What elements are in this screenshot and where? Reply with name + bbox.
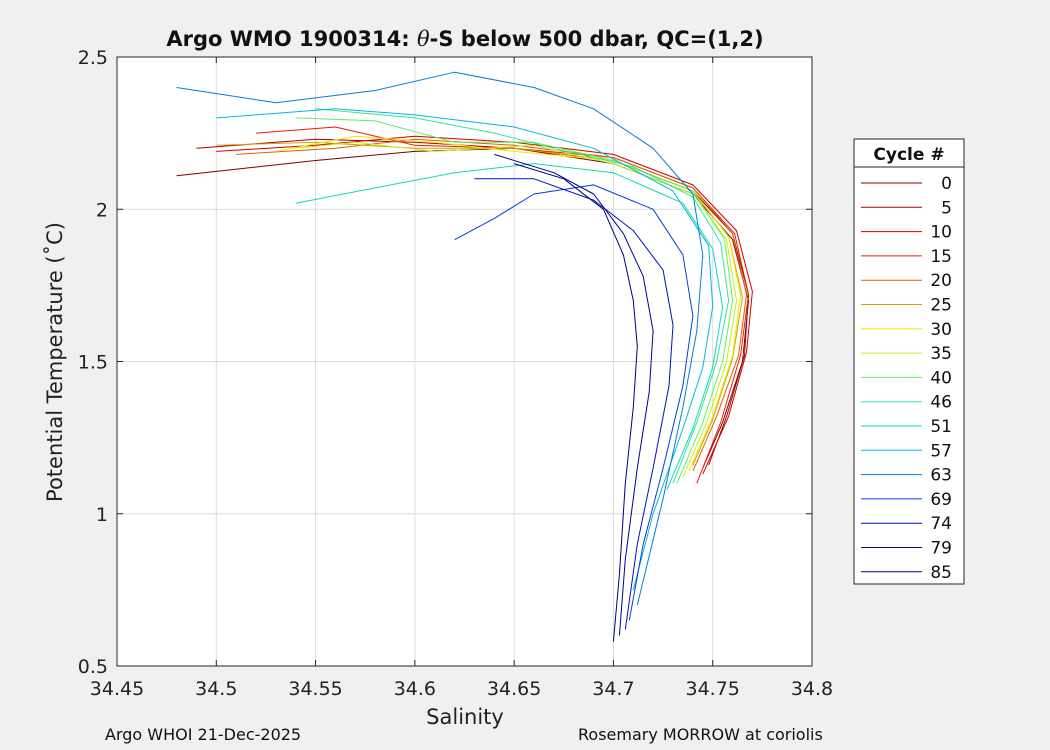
legend-label: 51 <box>930 417 952 437</box>
x-axis-label: Salinity <box>426 705 504 729</box>
footer-operator: Rosemary MORROW at coriolis <box>578 725 823 744</box>
series-line-cycle-40 <box>295 117 734 484</box>
chart-title-suffix: -S below 500 dbar, QC=(1,2) <box>430 27 764 51</box>
footer-source: Argo WHOI 21-Dec-2025 <box>105 725 302 744</box>
chart-title-theta: θ <box>417 27 430 51</box>
series-line-cycle-85 <box>513 163 638 642</box>
x-tick-label: 34.75 <box>686 678 740 700</box>
y-tick-label: 1 <box>96 504 108 526</box>
x-tick-label: 34.5 <box>195 678 237 700</box>
legend-label: 57 <box>930 441 952 461</box>
legend-label: 10 <box>930 223 952 243</box>
legend-title: Cycle # <box>873 145 944 165</box>
legend-label: 69 <box>930 490 952 510</box>
legend-label: 79 <box>930 539 952 559</box>
legend-label: 5 <box>941 198 952 218</box>
legend-box <box>853 138 965 585</box>
legend-label: 74 <box>930 514 952 534</box>
legend-label: 15 <box>930 247 952 267</box>
y-axis-label: Potential Temperature (˚C) <box>43 222 67 502</box>
legend-label: 85 <box>930 563 952 583</box>
legend-label: 25 <box>930 296 952 316</box>
x-tick-label: 34.45 <box>90 678 144 700</box>
series-line-cycle-63 <box>176 71 704 606</box>
x-tick-labels: 34.45 34.5 34.55 34.6 34.65 34.7 34.75 34.8 <box>90 678 833 700</box>
chart-title: Argo WMO 1900314: θ-S below 500 dbar, QC… <box>166 27 763 51</box>
series-line-cycle-79 <box>494 153 654 636</box>
chart-title-prefix: Argo WMO 1900314: <box>166 27 417 51</box>
legend-label: 20 <box>930 271 952 291</box>
x-tick-label: 34.6 <box>394 678 436 700</box>
legend-entries: 0 5 10 15 20 25 30 35 40 46 51 57 63 69 74 79 85 <box>861 174 952 583</box>
legend: Cycle # 0 5 10 15 20 25 30 35 40 46 51 57 63 69 74 79 85 <box>853 138 965 585</box>
y-tick-label: 2 <box>96 199 108 221</box>
y-tick-labels: 0.5 1 1.5 2 2.5 <box>78 47 108 678</box>
axis-ticks <box>116 56 813 667</box>
y-tick-label: 2.5 <box>78 47 108 69</box>
x-tick-label: 34.8 <box>791 678 833 700</box>
series-line-cycle-51 <box>295 163 724 490</box>
y-tick-label: 1.5 <box>78 352 108 374</box>
legend-label: 40 <box>930 368 952 388</box>
x-tick-label: 34.55 <box>288 678 342 700</box>
legend-label: 35 <box>930 344 952 364</box>
y-tick-label: 0.5 <box>78 656 108 678</box>
x-tick-label: 34.7 <box>592 678 634 700</box>
series-line-cycle-57 <box>216 108 714 591</box>
series-line-cycle-74 <box>474 178 674 630</box>
legend-label: 30 <box>930 320 952 340</box>
x-tick-label: 34.65 <box>487 678 541 700</box>
legend-label: 63 <box>930 466 952 486</box>
series-line-cycle-69 <box>454 184 694 621</box>
series-line-cycle-10 <box>216 135 753 475</box>
series-lines <box>176 71 753 642</box>
legend-label: 0 <box>941 174 952 194</box>
legend-label: 46 <box>930 393 952 413</box>
series-line-cycle-20 <box>236 138 747 472</box>
